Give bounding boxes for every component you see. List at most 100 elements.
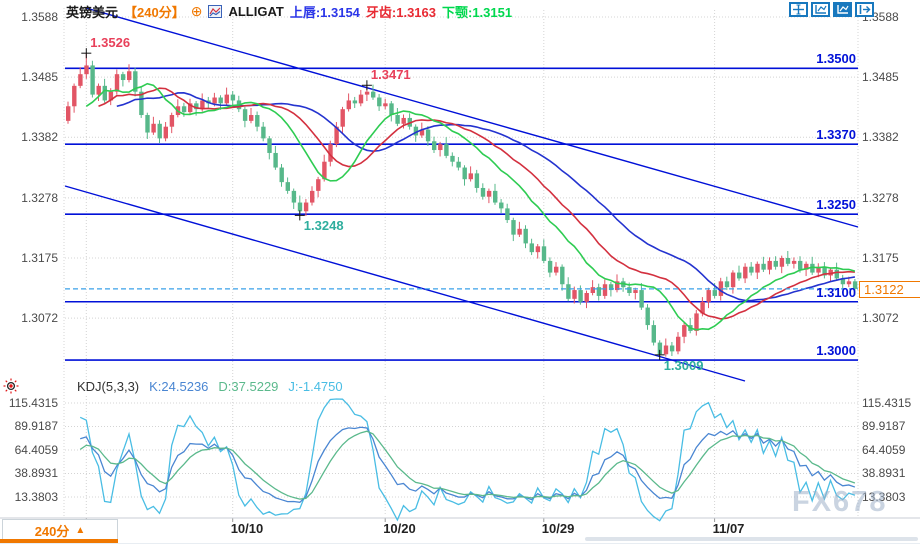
alligator-lips-line: [85, 82, 856, 331]
candle-body: [676, 336, 681, 352]
alligator-jaw-value: 下颚:1.3151: [442, 5, 513, 20]
candle-body: [730, 272, 736, 288]
alligator-teeth-line: [98, 87, 855, 320]
candle-body: [724, 281, 730, 288]
candle-body: [852, 281, 858, 289]
candle-body: [456, 161, 461, 168]
chevron-up-icon: ▲: [75, 524, 86, 536]
candle-body: [785, 257, 791, 264]
candle-body: [749, 266, 754, 273]
candle-body: [529, 243, 534, 253]
candle-body: [90, 65, 95, 95]
candle-body: [486, 190, 492, 197]
candle-body: [645, 307, 650, 326]
candle-body: [554, 266, 559, 273]
candle-body: [96, 85, 101, 95]
candle-body: [718, 281, 724, 296]
indicator-settings-sun-icon[interactable]: [3, 378, 19, 394]
candle-body: [145, 115, 150, 133]
mini-chart-icon: [208, 5, 223, 18]
candle-body: [133, 71, 138, 92]
candle-body: [523, 228, 528, 244]
candle-body: [291, 190, 297, 203]
candle-body: [712, 290, 717, 296]
fit-range-icon[interactable]: [811, 2, 830, 17]
candle-body: [389, 103, 394, 116]
auto-scale-icon[interactable]: [833, 2, 852, 17]
candle-body: [627, 287, 632, 293]
candle-body: [352, 100, 358, 104]
candle-body: [188, 103, 193, 113]
candle-body: [761, 263, 766, 270]
candle-body: [432, 141, 437, 151]
candle-body: [462, 167, 467, 180]
horizontal-scrollbar[interactable]: [585, 537, 918, 541]
candle-body: [322, 161, 327, 180]
candle-body: [700, 301, 705, 314]
timeframe-selector[interactable]: 240分 ▲: [2, 519, 118, 541]
candle-body: [651, 325, 656, 343]
candle-body: [560, 266, 565, 285]
candle-body: [303, 202, 309, 212]
candle-body: [828, 269, 833, 276]
candle-body: [364, 91, 370, 95]
candle-body: [413, 126, 419, 136]
candle-body: [371, 91, 376, 98]
candle-body: [572, 290, 577, 299]
exit-chart-icon[interactable]: [855, 2, 874, 17]
candle-body: [377, 97, 382, 107]
candle-body: [596, 287, 602, 296]
candle-body: [737, 272, 742, 279]
candle-body: [798, 260, 803, 270]
plus-circle-icon[interactable]: ⊕: [190, 3, 203, 19]
candle-body: [755, 263, 760, 273]
candle-body: [438, 144, 443, 151]
candle-body: [706, 290, 711, 302]
candle-body: [584, 292, 589, 302]
candle-body: [285, 182, 290, 191]
candle-body: [328, 144, 333, 162]
candle-body: [194, 103, 199, 110]
candle-body: [834, 269, 839, 279]
candle-body: [517, 228, 522, 235]
candle-body: [358, 94, 364, 104]
chart-toolbar: [789, 2, 874, 17]
crosshair-tool-icon[interactable]: [789, 2, 808, 17]
candle-body: [493, 190, 498, 203]
kdj-j-line: [79, 398, 856, 522]
candle-body: [541, 246, 547, 261]
candle-body: [151, 123, 156, 133]
candle-body: [663, 345, 669, 355]
kdj-d-line: [79, 430, 856, 500]
candle-body: [114, 74, 120, 92]
indicator-name: ALLIGAT: [228, 4, 284, 19]
candle-body: [242, 109, 248, 121]
fx678-watermark: FX678: [792, 486, 888, 518]
candle-body: [590, 287, 595, 293]
kdj-k-value: K:24.5236: [149, 378, 209, 394]
timeframe-label[interactable]: 【240分】: [124, 5, 185, 20]
candle-body: [340, 109, 345, 127]
candle-body: [682, 325, 687, 337]
kdj-j-value: J:-1.4750: [288, 378, 343, 394]
candle-body: [425, 129, 431, 142]
candle-body: [273, 152, 278, 168]
candle-body: [200, 100, 205, 110]
candle-body: [505, 208, 510, 221]
candle-body: [255, 115, 260, 127]
candle-body: [767, 260, 772, 270]
alligator-lips-value: 上唇:1.3154: [289, 5, 360, 20]
candle-body: [224, 94, 229, 104]
candle-body: [499, 202, 504, 209]
chart-header: 英镑美元 【240分】 ⊕ ALLIGAT 上唇:1.3154 牙齿:1.316…: [66, 2, 512, 21]
candle-body: [608, 284, 614, 291]
trendline: [85, 7, 859, 228]
candle-body: [480, 187, 486, 197]
candle-body: [816, 266, 821, 273]
candle-body: [566, 284, 571, 299]
candle-body: [615, 281, 620, 291]
candle-body: [334, 126, 339, 145]
candle-body: [846, 281, 852, 285]
candle-body: [804, 263, 809, 270]
